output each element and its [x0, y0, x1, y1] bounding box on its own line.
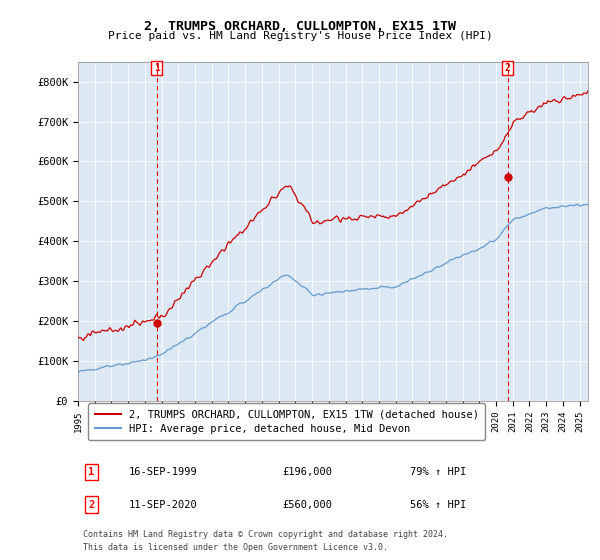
- Text: 1: 1: [154, 63, 160, 73]
- Text: Price paid vs. HM Land Registry's House Price Index (HPI): Price paid vs. HM Land Registry's House …: [107, 31, 493, 41]
- Text: This data is licensed under the Open Government Licence v3.0.: This data is licensed under the Open Gov…: [83, 543, 388, 552]
- Text: 1: 1: [88, 467, 94, 477]
- Text: 79% ↑ HPI: 79% ↑ HPI: [409, 467, 466, 477]
- Text: 56% ↑ HPI: 56% ↑ HPI: [409, 500, 466, 510]
- Text: 11-SEP-2020: 11-SEP-2020: [129, 500, 198, 510]
- Text: £196,000: £196,000: [282, 467, 332, 477]
- Text: 2: 2: [88, 500, 94, 510]
- Text: 2, TRUMPS ORCHARD, CULLOMPTON, EX15 1TW: 2, TRUMPS ORCHARD, CULLOMPTON, EX15 1TW: [144, 20, 456, 32]
- Text: £560,000: £560,000: [282, 500, 332, 510]
- Legend: 2, TRUMPS ORCHARD, CULLOMPTON, EX15 1TW (detached house), HPI: Average price, de: 2, TRUMPS ORCHARD, CULLOMPTON, EX15 1TW …: [88, 403, 485, 440]
- Text: 2: 2: [505, 63, 511, 73]
- Text: Contains HM Land Registry data © Crown copyright and database right 2024.: Contains HM Land Registry data © Crown c…: [83, 530, 448, 539]
- Text: 16-SEP-1999: 16-SEP-1999: [129, 467, 198, 477]
